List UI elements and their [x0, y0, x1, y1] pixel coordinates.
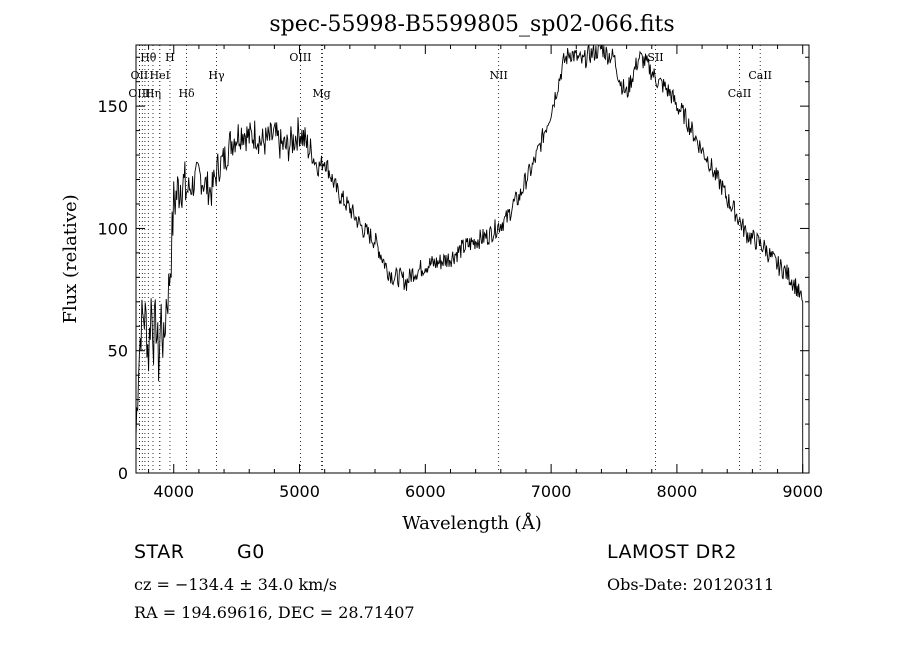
- line-label-7: NII: [490, 69, 508, 82]
- line-label-4: OII: [131, 69, 149, 82]
- redshift-velocity: cz = −134.4 ± 34.0 km/s: [134, 575, 337, 594]
- x-tick-label-4: 8000: [657, 482, 698, 501]
- x-tick-label-3: 7000: [531, 482, 572, 501]
- survey-name: LAMOST DR2: [607, 541, 737, 563]
- chart-title: spec-55998-B5599805_sp02-066.fits: [269, 12, 674, 37]
- observation-date: Obs-Date: 20120311: [607, 575, 775, 594]
- line-label-5: HeI: [150, 69, 170, 82]
- y-tick-label-3: 150: [97, 97, 128, 116]
- line-label-13: CaII: [728, 87, 752, 100]
- x-tick-label-5: 9000: [782, 482, 823, 501]
- plot-frame: [135, 44, 810, 474]
- line-label-10: Hη: [145, 87, 161, 100]
- series-line-0: [135, 44, 804, 473]
- x-axis-label: Wavelength (Å): [402, 512, 542, 534]
- line-label-3: SII: [647, 51, 663, 64]
- object-type: STAR: [134, 541, 185, 563]
- x-tick-label-0: 4000: [153, 482, 194, 501]
- x-tick-label-1: 5000: [279, 482, 320, 501]
- spectral-subclass: G0: [237, 541, 265, 563]
- line-label-2: OIII: [289, 51, 311, 64]
- y-tick-label-0: 0: [118, 464, 128, 483]
- coordinates: RA = 194.69616, DEC = 28.71407: [134, 603, 415, 622]
- line-label-0: Hθ: [140, 51, 157, 64]
- line-label-1: H: [165, 51, 175, 64]
- y-tick-label-1: 50: [108, 342, 128, 361]
- line-label-9: OIII: [128, 87, 150, 100]
- axis-ticks: 4000 5000 6000 7000 8000 9000 0 50 100 150: [97, 45, 823, 501]
- line-label-11: Hδ: [178, 87, 195, 100]
- line-label-6: Hγ: [208, 69, 225, 82]
- y-tick-label-2: 100: [97, 219, 128, 238]
- x-tick-label-2: 6000: [405, 482, 446, 501]
- line-label-12: Mg: [312, 87, 330, 100]
- line-label-8: CaII: [748, 69, 772, 82]
- y-axis-label: Flux (relative): [60, 194, 81, 323]
- spectrum-series: [135, 44, 804, 473]
